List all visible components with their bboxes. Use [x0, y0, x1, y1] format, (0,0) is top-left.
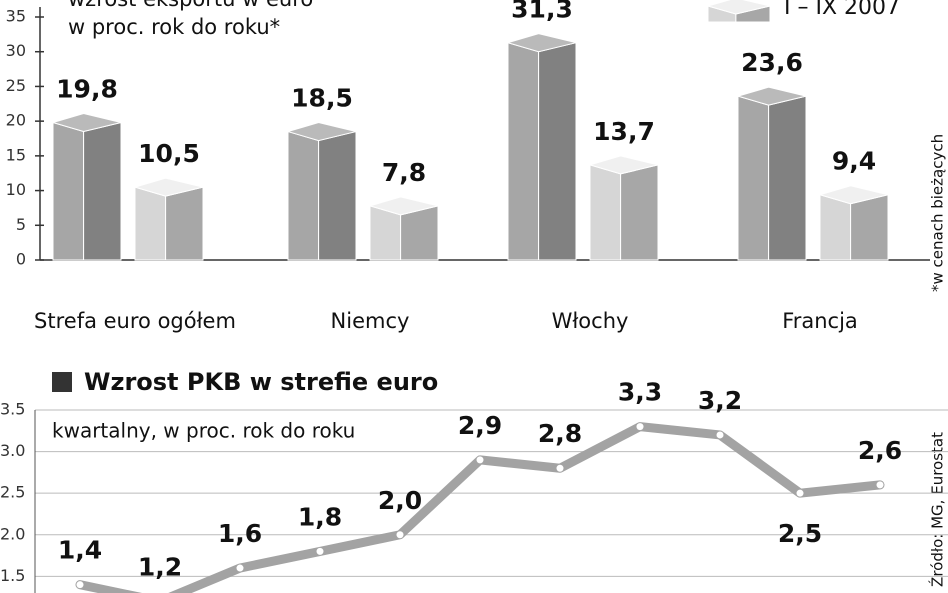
bar: [506, 33, 577, 261]
point: [876, 481, 884, 489]
x-tick-label: Francja: [782, 309, 858, 333]
y-tick-label: 35: [6, 7, 26, 26]
bar: [133, 177, 204, 261]
bar: [368, 196, 439, 261]
x-tick-label: Włochy: [552, 309, 629, 333]
bar-top: [818, 185, 889, 205]
line-chart-title: Wzrost PKB w strefie euro: [84, 368, 438, 396]
value-label: 19,8: [56, 75, 118, 104]
bar-side: [318, 130, 357, 261]
y-tick-label: 2.0: [0, 524, 25, 543]
y-tick-label: 5: [16, 215, 26, 234]
value-label: 2,0: [378, 486, 422, 515]
value-label: 31,3: [511, 0, 573, 24]
y-tick-label: 25: [6, 76, 26, 95]
value-label: 2,8: [538, 419, 582, 448]
value-label: 1,4: [58, 536, 102, 565]
point: [76, 581, 84, 589]
legend-swatch: [706, 0, 771, 23]
y-tick-label: 3.5: [0, 400, 25, 419]
y-tick-label: 0: [16, 250, 26, 269]
bar-side: [768, 95, 807, 261]
value-label: 10,5: [138, 139, 200, 168]
bar-chart-subtitle: w proc. rok do roku*: [68, 15, 280, 39]
value-label: 3,3: [618, 378, 662, 407]
bar-front: [134, 186, 167, 261]
bar-top: [506, 33, 577, 53]
point: [556, 464, 564, 472]
bar-front: [589, 164, 622, 261]
value-label: 1,2: [138, 552, 182, 581]
bar-top: [736, 86, 807, 106]
bar-side: [538, 42, 577, 261]
bar-chart-title: wzrost eksportu w euro: [68, 0, 313, 11]
point: [796, 489, 804, 497]
bar: [588, 155, 659, 261]
bar: [736, 86, 807, 261]
point: [476, 456, 484, 464]
bar: [286, 122, 357, 261]
x-tick-label: Strefa euro ogółem: [34, 309, 236, 333]
value-label: 2,6: [858, 436, 902, 465]
bar-front: [507, 42, 540, 261]
y-tick-label: 3.0: [0, 441, 25, 460]
y-tick-label: 1.5: [0, 566, 25, 585]
point: [636, 423, 644, 431]
point: [236, 564, 244, 572]
value-label: 13,7: [593, 117, 655, 146]
line-chart-subtitle: kwartalny, w proc. rok do roku: [52, 419, 355, 443]
x-tick-label: Niemcy: [331, 309, 410, 333]
bar-top: [51, 113, 122, 133]
title-marker: [52, 372, 72, 392]
bar-top: [286, 122, 357, 142]
bar-front: [287, 130, 320, 261]
bar-top: [133, 177, 204, 197]
bar-front: [52, 121, 85, 261]
point: [716, 431, 724, 439]
bar-side: [83, 121, 122, 261]
bar-front: [819, 194, 852, 261]
bar-side: [850, 194, 889, 261]
note: *w cenach bieżących: [929, 134, 947, 292]
value-label: 23,6: [741, 48, 803, 77]
value-label: 2,9: [458, 411, 502, 440]
point: [396, 531, 404, 539]
y-tick-label: 30: [6, 41, 26, 60]
value-label: 1,6: [218, 519, 262, 548]
bar-top: [706, 0, 771, 15]
bar-top: [588, 155, 659, 175]
value-label: 3,2: [698, 386, 742, 415]
value-label: 2,5: [778, 519, 822, 548]
value-label: 7,8: [382, 158, 426, 187]
value-label: 9,4: [832, 147, 876, 176]
bar-side: [165, 186, 204, 261]
y-tick-label: 20: [6, 111, 26, 130]
bar-top: [368, 196, 439, 216]
source: Źródło: MG, Eurostat: [928, 432, 947, 587]
y-tick-label: 10: [6, 180, 26, 199]
bar-front: [737, 95, 770, 261]
bar: [818, 185, 889, 261]
legend-label: I – IX 2007: [784, 0, 900, 20]
value-label: 18,5: [291, 84, 353, 113]
bar: [51, 113, 122, 261]
point: [316, 547, 324, 555]
y-tick-label: 15: [6, 145, 26, 164]
y-tick-label: 2.5: [0, 483, 25, 502]
bar-side: [620, 164, 659, 261]
value-label: 1,8: [298, 502, 342, 531]
